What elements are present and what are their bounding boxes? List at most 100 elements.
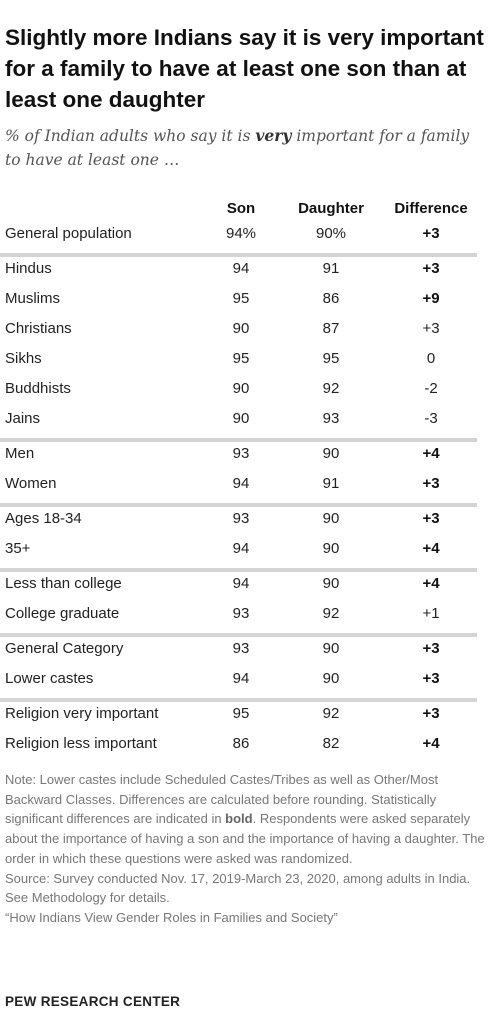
difference-value: +3 — [422, 225, 440, 242]
table-row: Less than college 94 90 +4 — [0, 572, 491, 596]
son-value: 93 — [232, 510, 250, 527]
row-label: Buddhists — [5, 380, 71, 397]
daughter-value: 92 — [322, 705, 340, 722]
column-header-difference: Difference — [394, 200, 468, 217]
note-text-1: Note: Lower castes include Scheduled Cas… — [5, 772, 439, 827]
group-separator — [0, 698, 477, 702]
daughter-value: 86 — [322, 290, 340, 307]
daughter-value: 95 — [322, 350, 340, 367]
row-label: General Category — [5, 640, 124, 657]
son-value: 90 — [232, 320, 250, 337]
son-value: 90 — [232, 410, 250, 427]
group-separator — [0, 568, 477, 572]
difference-value: +1 — [422, 605, 440, 622]
son-value: 93 — [232, 640, 250, 657]
table-row: Christians 90 87 +3 — [0, 317, 491, 341]
difference-value: +4 — [422, 575, 440, 592]
table-row: Sikhs 95 95 0 — [0, 347, 491, 371]
row-label: Christians — [5, 320, 72, 337]
son-value: 94 — [232, 260, 250, 277]
difference-value: -3 — [424, 410, 438, 427]
table-row: Muslims 95 86 +9 — [0, 287, 491, 311]
difference-value: +3 — [422, 510, 440, 527]
difference-value: +3 — [422, 260, 440, 277]
daughter-value: 90 — [322, 510, 340, 527]
table-row: 35+ 94 90 +4 — [0, 537, 491, 561]
son-value: 93 — [232, 445, 250, 462]
row-label: Men — [5, 445, 35, 462]
daughter-value: 82 — [322, 735, 340, 752]
difference-value: -2 — [424, 380, 438, 397]
table-row: Religion very important 95 92 +3 — [0, 702, 491, 726]
group-separator — [0, 253, 477, 257]
row-label: Lower castes — [5, 670, 94, 687]
daughter-value: 91 — [322, 475, 340, 492]
daughter-value: 93 — [322, 410, 340, 427]
row-label: Hindus — [5, 260, 52, 277]
difference-value: +4 — [422, 540, 440, 557]
difference-value: +3 — [422, 475, 440, 492]
row-label: Muslims — [5, 290, 60, 307]
row-label: Religion less important — [5, 735, 157, 752]
row-label: Jains — [5, 410, 41, 427]
source-text: Source: Survey conducted Nov. 17, 2019-M… — [5, 870, 471, 906]
brand-label: PEW RESEARCH CENTER — [5, 994, 181, 1009]
note-text-2: . Respondents were asked separately abou… — [5, 811, 485, 866]
row-label: Less than college — [5, 575, 122, 592]
son-value: 93 — [232, 605, 250, 622]
column-header-son: Son — [226, 200, 256, 217]
difference-value: 0 — [426, 350, 436, 367]
daughter-value: 90 — [322, 670, 340, 687]
son-value: 95 — [232, 350, 250, 367]
difference-value: +3 — [422, 640, 440, 657]
row-label: General population — [5, 225, 132, 242]
table-row: College graduate 93 92 +1 — [0, 602, 491, 626]
table-row: General Category 93 90 +3 — [0, 637, 491, 661]
subtitle-text-1: % of Indian adults who say it is — [5, 127, 256, 145]
subtitle-text-2: important for a family to have at least … — [5, 127, 470, 169]
row-label: Ages 18-34 — [5, 510, 82, 527]
daughter-value: 92 — [322, 380, 340, 397]
daughter-value: 90 — [322, 575, 340, 592]
difference-value: +4 — [422, 445, 440, 462]
daughter-value: 92 — [322, 605, 340, 622]
son-value: 94 — [232, 670, 250, 687]
row-label: College graduate — [5, 605, 120, 622]
table-row: Ages 18-34 93 90 +3 — [0, 507, 491, 531]
daughter-value: 91 — [322, 260, 340, 277]
table-row: Lower castes 94 90 +3 — [0, 667, 491, 691]
chart-subtitle: % of Indian adults who say it is very im… — [5, 124, 475, 172]
table-row: Jains 90 93 -3 — [0, 407, 491, 431]
difference-value: +3 — [422, 670, 440, 687]
row-label: 35+ — [5, 540, 31, 557]
table-row: Buddhists 90 92 -2 — [0, 377, 491, 401]
daughter-value: 90% — [315, 225, 347, 242]
table-row: General population 94% 90% +3 — [0, 222, 491, 246]
note-bold-word: bold — [225, 811, 253, 827]
son-value: 90 — [232, 380, 250, 397]
son-value: 95 — [232, 290, 250, 307]
son-value: 95 — [232, 705, 250, 722]
table-row: Religion less important 86 82 +4 — [0, 732, 491, 756]
column-header-daughter: Daughter — [298, 200, 364, 217]
note-text: Note: Lower castes include Scheduled Cas… — [5, 770, 490, 869]
row-label: Women — [5, 475, 57, 492]
son-value: 86 — [232, 735, 250, 752]
difference-value: +3 — [422, 705, 440, 722]
son-value: 94 — [232, 475, 250, 492]
report-title: “How Indians View Gender Roles in Famili… — [5, 909, 338, 925]
daughter-value: 90 — [322, 540, 340, 557]
table-row: Hindus 94 91 +3 — [0, 257, 491, 281]
table-row: Women 94 91 +3 — [0, 472, 491, 496]
group-separator — [0, 438, 477, 442]
son-value: 94 — [232, 540, 250, 557]
daughter-value: 90 — [322, 445, 340, 462]
son-value: 94 — [232, 575, 250, 592]
row-label: Sikhs — [5, 350, 42, 367]
daughter-value: 90 — [322, 640, 340, 657]
chart-title: Slightly more Indians say it is very imp… — [5, 25, 484, 112]
row-label: Religion very important — [5, 705, 159, 722]
group-separator — [0, 503, 477, 507]
son-value: 94% — [225, 225, 257, 242]
